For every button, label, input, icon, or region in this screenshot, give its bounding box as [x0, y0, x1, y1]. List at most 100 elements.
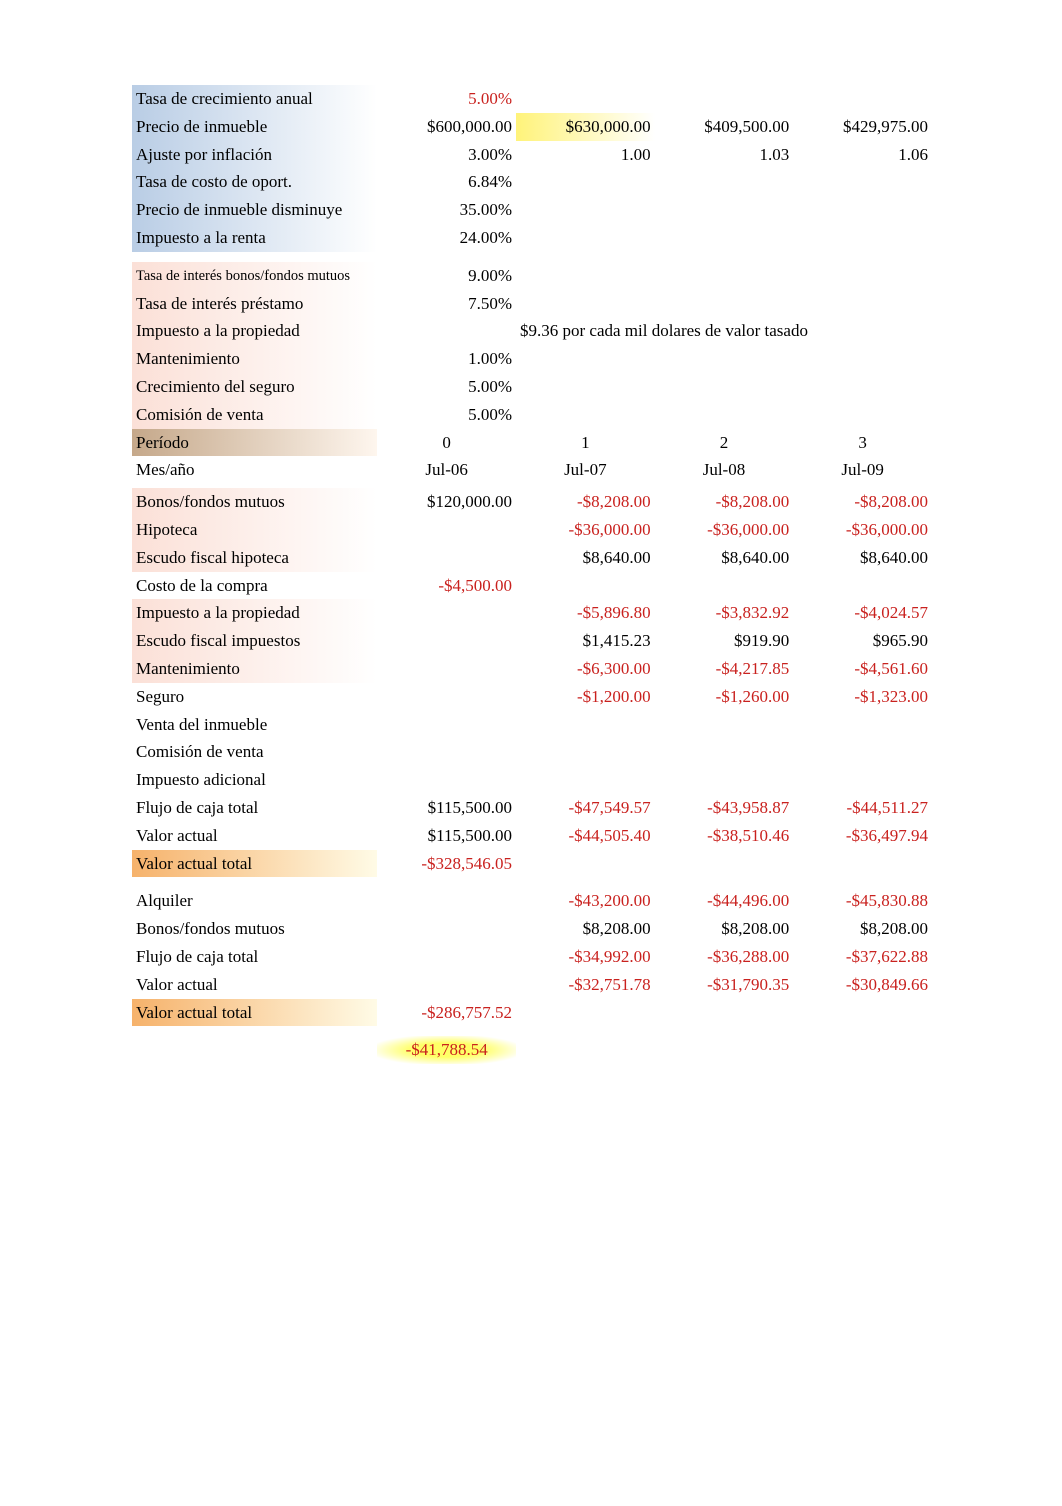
row-label: Comisión de venta — [132, 401, 377, 429]
table-row: Bonos/fondos mutuos$8,208.00$8,208.00$8,… — [132, 915, 932, 943]
cell: 3 — [793, 429, 932, 457]
cell — [377, 711, 516, 739]
cell: -$37,622.88 — [793, 943, 932, 971]
row-label: Comisión de venta — [132, 738, 377, 766]
cell — [655, 373, 794, 401]
cell — [377, 943, 516, 971]
row-label: Valor actual — [132, 822, 377, 850]
table-row: Venta del inmueble — [132, 711, 932, 739]
table-row: Mantenimiento1.00% — [132, 345, 932, 373]
cell: -$47,549.57 — [516, 794, 655, 822]
table-row: Flujo de caja total$115,500.00-$47,549.5… — [132, 794, 932, 822]
row-label: Valor actual total — [132, 850, 377, 878]
cell: -$36,000.00 — [655, 516, 794, 544]
cell: Jul-06 — [377, 456, 516, 484]
table-row: Tasa de interés préstamo7.50% — [132, 290, 932, 318]
cell — [793, 766, 932, 794]
row-label: Escudo fiscal hipoteca — [132, 544, 377, 572]
row-label: Mes/año — [132, 456, 377, 484]
cell: -$6,300.00 — [516, 655, 655, 683]
cell: -$1,200.00 — [516, 683, 655, 711]
cell — [793, 290, 932, 318]
cell: $9.36 por cada mil dolares de valor tasa… — [516, 317, 932, 345]
table-row: Mantenimiento-$6,300.00-$4,217.85-$4,561… — [132, 655, 932, 683]
table-row — [132, 877, 932, 887]
cell: $1,415.23 — [516, 627, 655, 655]
cell: 5.00% — [377, 401, 516, 429]
cell: 3.00% — [377, 141, 516, 169]
table-row — [132, 1026, 932, 1036]
cell: -$4,217.85 — [655, 655, 794, 683]
cell — [793, 262, 932, 290]
cell — [516, 711, 655, 739]
cell: 2 — [655, 429, 794, 457]
cell: -$5,896.80 — [516, 599, 655, 627]
cell: 9.00% — [377, 262, 516, 290]
table-row: Crecimiento del seguro5.00% — [132, 373, 932, 401]
cell: 24.00% — [377, 224, 516, 252]
row-label: Escudo fiscal impuestos — [132, 627, 377, 655]
cell: $115,500.00 — [377, 794, 516, 822]
cell: -$8,208.00 — [516, 488, 655, 516]
cell: -$36,497.94 — [793, 822, 932, 850]
cell: $429,975.00 — [793, 113, 932, 141]
cell: 6.84% — [377, 168, 516, 196]
row-label: Alquiler — [132, 887, 377, 915]
row-label: Impuesto adicional — [132, 766, 377, 794]
table-row: -$41,788.54 — [132, 1036, 932, 1064]
cell: -$4,024.57 — [793, 599, 932, 627]
row-label: Bonos/fondos mutuos — [132, 915, 377, 943]
cell — [655, 262, 794, 290]
cell — [516, 196, 655, 224]
cell — [516, 290, 655, 318]
row-label: Tasa de interés préstamo — [132, 290, 377, 318]
cell — [516, 345, 655, 373]
row-label: Seguro — [132, 683, 377, 711]
cell — [793, 373, 932, 401]
row-label: Tasa de costo de oport. — [132, 168, 377, 196]
table-row: Seguro-$1,200.00-$1,260.00-$1,323.00 — [132, 683, 932, 711]
cell: 1.03 — [655, 141, 794, 169]
cell: -$31,790.35 — [655, 971, 794, 999]
row-label: Hipoteca — [132, 516, 377, 544]
cell — [793, 1036, 932, 1064]
table-row: Impuesto a la propiedad-$5,896.80-$3,832… — [132, 599, 932, 627]
row-label: Tasa de crecimiento anual — [132, 85, 377, 113]
cell — [655, 738, 794, 766]
table-row: Mes/añoJul-06Jul-07Jul-08Jul-09 — [132, 456, 932, 484]
cell — [377, 971, 516, 999]
cell: -$30,849.66 — [793, 971, 932, 999]
cell: 35.00% — [377, 196, 516, 224]
table-row: Precio de inmueble disminuye35.00% — [132, 196, 932, 224]
cell: $8,208.00 — [516, 915, 655, 943]
cell — [793, 572, 932, 600]
cell — [655, 711, 794, 739]
cell: -$8,208.00 — [655, 488, 794, 516]
cell: Jul-07 — [516, 456, 655, 484]
table-row: Tasa de crecimiento anual5.00% — [132, 85, 932, 113]
table-row: Comisión de venta5.00% — [132, 401, 932, 429]
cell: -$3,832.92 — [655, 599, 794, 627]
cell: $8,208.00 — [655, 915, 794, 943]
cell — [516, 572, 655, 600]
cell — [516, 766, 655, 794]
row-label: Precio de inmueble — [132, 113, 377, 141]
cell — [655, 168, 794, 196]
row-label: Valor actual — [132, 971, 377, 999]
cell — [516, 373, 655, 401]
row-label: Valor actual total — [132, 999, 377, 1027]
cell: $600,000.00 — [377, 113, 516, 141]
cell: -$38,510.46 — [655, 822, 794, 850]
cell — [377, 738, 516, 766]
cell — [377, 915, 516, 943]
cell: $115,500.00 — [377, 822, 516, 850]
cell — [377, 766, 516, 794]
cell: $8,640.00 — [516, 544, 655, 572]
cell — [655, 1036, 794, 1064]
row-label: Venta del inmueble — [132, 711, 377, 739]
table-row: Escudo fiscal impuestos$1,415.23$919.90$… — [132, 627, 932, 655]
cell: -$286,757.52 — [377, 999, 516, 1027]
cell: 1.00% — [377, 345, 516, 373]
row-label: Crecimiento del seguro — [132, 373, 377, 401]
table-row: Período0123 — [132, 429, 932, 457]
